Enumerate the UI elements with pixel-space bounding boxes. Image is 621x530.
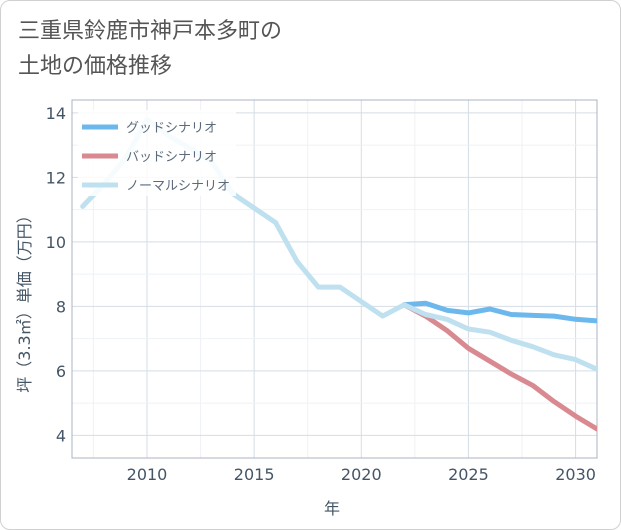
y-tick-label: 14 (46, 104, 66, 123)
y-tick-label: 12 (46, 168, 66, 187)
series-line-0 (401, 300, 597, 324)
y-axis-label: 坪（3.3㎡）単価（万円） (15, 207, 34, 392)
tick-labels: 2010 2015 2020 2025 2030 4 6 8 10 12 14 (46, 104, 596, 484)
x-tick-label: 2030 (555, 465, 596, 484)
x-axis-label: 年 (324, 499, 340, 518)
x-tick-label: 2010 (127, 465, 168, 484)
series-line-1 (401, 302, 597, 432)
legend-label-2: ノーマルシナリオ (126, 179, 230, 194)
x-tick-label: 2025 (448, 465, 489, 484)
legend-box (78, 110, 236, 196)
chart-title: 三重県鈴鹿市神戸本多町の 土地の価格推移 (18, 19, 283, 79)
y-tick-label: 4 (56, 426, 66, 445)
x-tick-label: 2015 (234, 465, 275, 484)
y-tick-label: 6 (56, 362, 66, 381)
plot-frame (71, 99, 598, 459)
y-tick-label: 8 (56, 297, 66, 316)
legend-label-1: バッドシナリオ (126, 150, 217, 165)
legend-label-0: グッドシナリオ (126, 121, 217, 136)
y-tick-label: 10 (46, 233, 66, 252)
x-tick-label: 2020 (341, 465, 382, 484)
